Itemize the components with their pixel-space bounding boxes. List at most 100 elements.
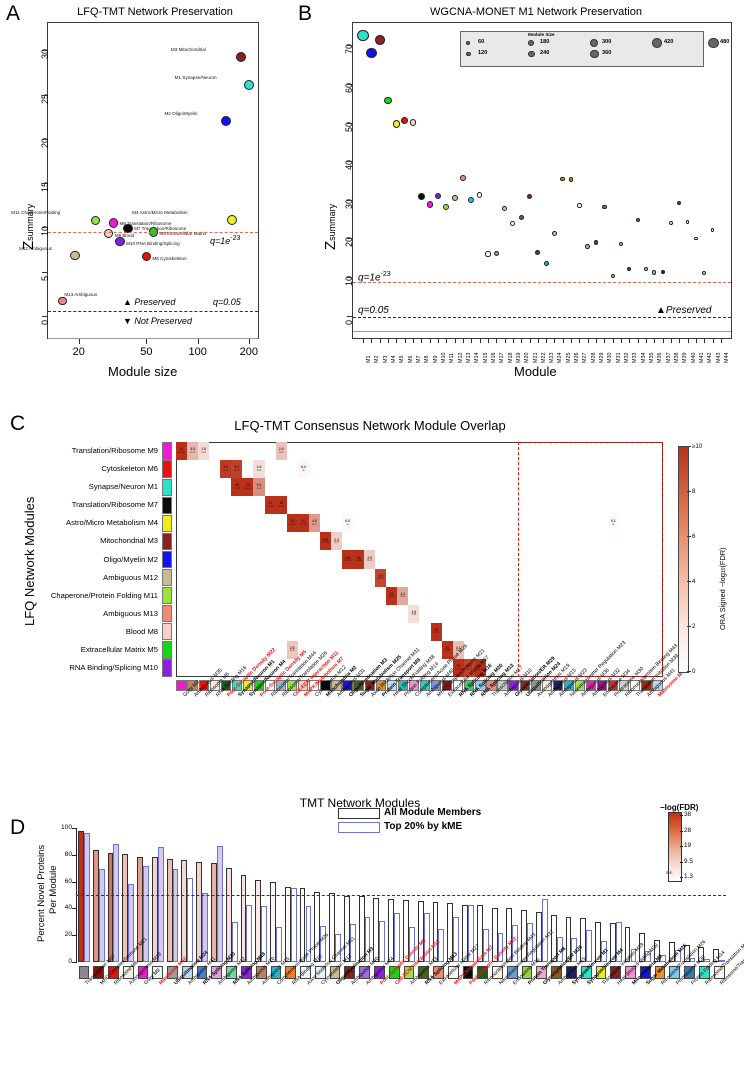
panel-d-bar-all	[373, 898, 380, 962]
panel-a-xtick-mark	[146, 339, 148, 344]
panel-b-xlabel: Module	[514, 364, 557, 379]
panel-b-point	[560, 176, 566, 182]
panel-c-heatmap-cell: 4.8 1e-5	[308, 514, 320, 533]
panel-b-xtick-mark	[712, 339, 714, 343]
panel-c-cell-value: 0.2	[610, 519, 616, 524]
panel-d-bar-all	[683, 944, 690, 962]
panel-b-point	[627, 266, 632, 271]
panel-b-point	[677, 201, 682, 206]
panel-c-row-label: Ambiguous M12	[103, 572, 158, 582]
panel-c-heatmap-cell: 119 1e-119	[342, 550, 354, 569]
panel-c-cell-value: 15	[279, 501, 284, 506]
panel-c-col-swatch	[574, 680, 586, 691]
panel-c-heatmap-cell: 17 1e-17	[264, 496, 276, 515]
panel-b-xtick-label: M27	[582, 352, 589, 364]
panel-b-ylabel-sub: summary	[327, 203, 337, 241]
panel-c-col-swatch	[442, 680, 453, 691]
panel-d-bar-top	[468, 905, 474, 962]
panel-c-cell-pvalue: 5e-12	[300, 523, 307, 526]
panel-d-bar-all	[654, 939, 661, 962]
panel-c-cell-value: 13	[456, 664, 461, 669]
panel-a-point	[243, 79, 254, 90]
panel-a-point-label: M5 Extracellular Matrix	[159, 230, 207, 236]
panel-d-bar-all	[403, 899, 409, 962]
panel-b-xtick-label: M42	[707, 352, 714, 364]
panel-d-module-swatch	[314, 966, 326, 979]
panel-b-xtick-label: M17	[499, 352, 506, 364]
panel-b-xtick-label: M4	[391, 355, 398, 364]
panel-b-xtick-label: M41	[698, 352, 705, 364]
panel-d-bar-top	[482, 929, 489, 962]
panel-c-col-swatch	[585, 680, 597, 691]
panel-c-cell-value: 9.2	[234, 465, 240, 470]
panel-d-bar-all	[609, 923, 616, 962]
panel-b-xtick-label: M11	[449, 352, 456, 363]
panel-d-bar-top	[246, 904, 253, 962]
panel-a-point-label: M8 Blood	[114, 232, 135, 238]
panel-c-col-swatch	[608, 680, 619, 691]
panel-c-title: LFQ-TMT Consensus Network Module Overlap	[234, 418, 506, 433]
panel-c-colorbar-tick-label: 8	[692, 487, 696, 495]
panel-c-row-swatch	[162, 460, 172, 478]
panel-d-colorbar-tick-label: 19	[684, 842, 692, 849]
panel-d-legend-label: Top 20% by kME	[384, 821, 463, 832]
panel-d-ytick-label: 60	[64, 877, 72, 885]
panel-a-threshold-high	[48, 232, 258, 233]
panel-c-col-swatch	[386, 680, 397, 691]
panel-c-heatmap-cell: 15 6e-16	[430, 622, 442, 641]
panel-b-point	[426, 201, 433, 208]
panel-b-ytick-mark	[347, 199, 352, 201]
panel-d-module-swatch	[211, 966, 223, 979]
panel-d-bar-all	[78, 831, 84, 962]
panel-d-module-swatch	[595, 966, 607, 979]
panel-b-legend-bubble	[708, 37, 719, 49]
panel-a-ytick-mark	[42, 183, 47, 185]
panel-c-cell-pvalue: 1e-119	[344, 560, 352, 563]
panel-c-cell-pvalue: 6e-14	[455, 668, 462, 671]
panel-a-point-label: M3 Mitochondrial	[170, 47, 206, 53]
panel-b-legend-bubble	[528, 50, 535, 58]
panel-c-row-label: RNA Binding/Splicing M10	[69, 662, 158, 672]
panel-b-ytick-mark	[347, 122, 352, 124]
panel-b-legend-label: 120	[478, 50, 488, 56]
panel-b-legend-label: 300	[602, 39, 612, 45]
panel-c-colorbar	[678, 446, 689, 673]
panel-d-ytick-mark	[72, 828, 77, 829]
panel-a-preserved-label: ▲ Preserved	[123, 297, 176, 307]
panel-b-ytick-mark	[347, 83, 352, 85]
panel-d-bar-top	[423, 912, 430, 962]
panel-c-colorbar-tick-mark	[687, 491, 691, 492]
panel-c-row-swatch	[162, 496, 172, 514]
panel-c-col-swatch	[397, 680, 409, 691]
panel-d-bar-all	[447, 903, 454, 962]
panel-d-bar-top	[379, 920, 386, 962]
panel-a-ytick-mark	[42, 271, 47, 273]
panel-b-xtick-label: M5	[399, 355, 406, 364]
panel-a-point-label: M4 Astro/Micro Metabolism	[132, 210, 188, 216]
panel-b-point	[384, 96, 392, 105]
panel-b-xtick-label: M26	[574, 352, 581, 364]
panel-d-legend-swatch	[338, 822, 380, 833]
panel-b-xtick-mark	[379, 339, 381, 343]
panel-c-col-swatch	[287, 680, 298, 691]
panel-b-xtick-mark	[512, 339, 514, 343]
panel-d-bar-top	[202, 892, 208, 962]
panel-b-xtick-label: M22	[540, 352, 547, 364]
panel-c-row-swatch	[162, 442, 172, 460]
panel-c-colorbar-tick-label: 6	[692, 532, 696, 540]
panel-b-xtick-mark	[363, 339, 365, 343]
panel-d-bar-top	[453, 917, 460, 962]
panel-d-bar-top	[335, 933, 341, 962]
panel-b-xtick-mark	[446, 339, 448, 343]
panel-a-point-label: M1 Synapse/Neuron	[174, 74, 217, 80]
panel-a-zero-line	[48, 338, 258, 339]
panel-c-row-label: Synapse/Neuron M1	[88, 482, 158, 492]
panel-d-bar-all	[624, 927, 631, 962]
panel-c-col-swatch	[453, 680, 464, 691]
panel-b-xtick-label: M43	[715, 352, 722, 364]
panel-c-cell-pvalue: ns	[346, 523, 349, 526]
panel-d-module-swatch	[698, 966, 710, 979]
panel-b-xtick-label: M2	[374, 355, 381, 364]
panel-c-col-swatch	[652, 680, 663, 691]
panel-c-cell-pvalue: 7e-4	[455, 650, 461, 653]
